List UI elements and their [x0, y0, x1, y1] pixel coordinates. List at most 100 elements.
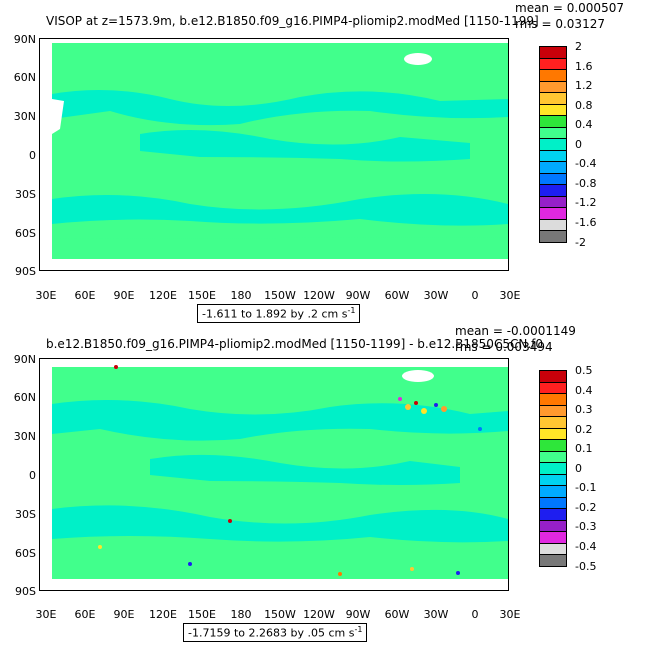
anomaly-marker: [188, 562, 192, 566]
land-mask-west: [52, 99, 64, 134]
colorbar-swatch: [539, 230, 567, 243]
ocean-band-equatorial: [150, 454, 460, 485]
lon-label: 30E: [499, 289, 521, 302]
lat-label: 90S: [15, 585, 36, 598]
lat-label: 90S: [15, 265, 36, 278]
lon-label: 90W: [345, 608, 371, 621]
lat-label: 60S: [15, 227, 36, 240]
lon-label: 150E: [188, 608, 216, 621]
colorbar-tick-label: 0.4: [575, 118, 593, 132]
lat-label: 0: [29, 149, 36, 162]
lon-label: 0: [471, 608, 479, 621]
bottom-map-plot: [40, 359, 508, 590]
lat-label: 90N: [13, 353, 36, 366]
colorbar-tick-label: -1.6: [575, 215, 597, 229]
top-colorbar: [539, 46, 567, 243]
bottom-map-title: b.e12.B1850.f09_g16.PIMP4-pliomip2.modMe…: [46, 337, 543, 351]
anomaly-marker: [456, 571, 460, 575]
lon-label: 150W: [264, 289, 296, 302]
colorbar-tick-label: -0.3: [575, 520, 597, 534]
colorbar-tick-label: 0.2: [575, 422, 593, 436]
lon-label: 30E: [35, 608, 57, 621]
anomaly-marker: [228, 519, 232, 523]
bottom-colorbar: [539, 370, 567, 567]
bottom-mean-value: mean = -0.0001149: [455, 324, 576, 338]
anomaly-marker: [421, 408, 427, 414]
bottom-rms-value: rms = 0.003494: [455, 340, 553, 354]
lon-label: 60E: [74, 289, 96, 302]
colorbar-tick-label: 2: [575, 40, 582, 53]
lat-label: 60N: [13, 391, 36, 404]
anomaly-marker: [434, 403, 438, 407]
ocean-band-south: [52, 194, 508, 226]
colorbar-tick-label: -1.2: [575, 196, 597, 210]
lon-label: 90W: [345, 289, 371, 302]
lon-label: 30W: [423, 289, 449, 302]
lon-label: 60E: [74, 608, 96, 621]
lon-label: 180: [230, 289, 252, 302]
colorbar-swatch: [539, 554, 567, 567]
lon-label: 30E: [499, 608, 521, 621]
lat-label: 0: [29, 469, 36, 482]
top-map-plot: [40, 39, 508, 270]
lon-label: 120W: [303, 608, 335, 621]
greenland-mask: [402, 370, 434, 382]
colorbar-tick-label: 0.1: [575, 442, 593, 456]
colorbar-tick-label: -0.5: [575, 559, 597, 573]
lon-label: 0: [471, 289, 479, 302]
colorbar-tick-label: 1.2: [575, 79, 593, 93]
top-range-box: -1.611 to 1.892 by .2 cm s-1: [197, 304, 361, 323]
bottom-map-panel: b.e12.B1850.f09_g16.PIMP4-pliomip2.modMe…: [0, 323, 647, 647]
anomaly-marker: [98, 545, 102, 549]
colorbar-tick-label: -2: [575, 235, 586, 249]
top-map-panel: VISOP at z=1573.9m, b.e12.B1850.f09_g16.…: [0, 0, 647, 323]
greenland-mask: [404, 53, 432, 65]
colorbar-tick-label: -0.8: [575, 176, 597, 190]
ocean-band-north: [52, 90, 508, 126]
top-mean-value: mean = 0.000507: [515, 1, 624, 15]
anomaly-marker: [398, 397, 402, 401]
anomaly-marker: [338, 572, 342, 576]
colorbar-tick-label: 1.6: [575, 59, 593, 73]
lon-label: 120W: [303, 289, 335, 302]
colorbar-tick-label: 0.5: [575, 364, 593, 377]
lat-label: 30S: [15, 508, 36, 521]
ocean-band-south: [52, 505, 508, 543]
colorbar-tick-label: 0.3: [575, 403, 593, 417]
top-map-title: VISOP at z=1573.9m, b.e12.B1850.f09_g16.…: [46, 14, 539, 28]
colorbar-tick-label: -0.4: [575, 539, 597, 553]
colorbar-tick-label: -0.4: [575, 157, 597, 171]
lon-label: 60W: [384, 289, 410, 302]
lat-label: 30N: [13, 430, 36, 443]
colorbar-tick-label: 0: [575, 461, 582, 475]
ocean-band-north: [52, 400, 508, 441]
bottom-range-box: -1.7159 to 2.2683 by .05 cm s-1: [183, 623, 368, 642]
lon-label: 30W: [423, 608, 449, 621]
lon-label: 90E: [113, 289, 135, 302]
lon-label: 90E: [113, 608, 135, 621]
lon-label: 60W: [384, 608, 410, 621]
lat-label: 30S: [15, 188, 36, 201]
lat-label: 30N: [13, 110, 36, 123]
anomaly-marker: [114, 365, 118, 369]
lat-label: 60N: [13, 71, 36, 84]
lat-label: 90N: [13, 33, 36, 46]
anomaly-marker: [410, 567, 414, 571]
colorbar-tick-label: -0.1: [575, 481, 597, 495]
anomaly-marker: [405, 404, 411, 410]
antarctica-mask: [40, 259, 508, 270]
anomaly-marker: [414, 401, 418, 405]
lon-label: 120E: [149, 289, 177, 302]
colorbar-tick-label: 0.8: [575, 98, 593, 112]
lon-label: 150W: [264, 608, 296, 621]
lon-label: 150E: [188, 289, 216, 302]
colorbar-tick-label: -0.2: [575, 500, 597, 514]
lon-label: 180: [230, 608, 252, 621]
antarctica-mask: [40, 579, 508, 590]
colorbar-tick-label: 0.4: [575, 383, 593, 397]
top-rms-value: rms = 0.03127: [515, 17, 605, 31]
top-map-frame: [39, 38, 509, 271]
anomaly-marker: [441, 406, 447, 412]
lon-label: 120E: [149, 608, 177, 621]
lat-label: 60S: [15, 547, 36, 560]
